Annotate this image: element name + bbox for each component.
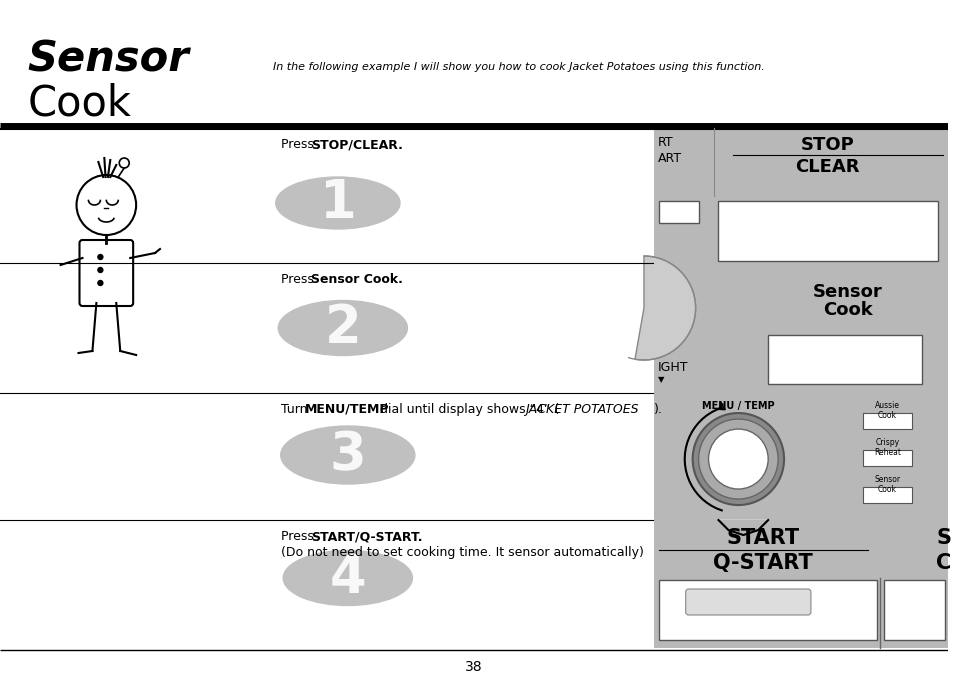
Text: C: C — [935, 553, 950, 573]
Text: START: START — [726, 528, 799, 548]
Text: Q-START: Q-START — [713, 553, 812, 573]
Bar — [718, 201, 937, 261]
Text: IGHT: IGHT — [658, 361, 688, 374]
Text: Aussie
Cook: Aussie Cook — [874, 401, 899, 420]
FancyBboxPatch shape — [685, 589, 810, 615]
Bar — [653, 520, 947, 648]
Circle shape — [98, 254, 103, 259]
Text: ).: ). — [653, 403, 662, 416]
Text: ▼: ▼ — [658, 375, 663, 384]
Circle shape — [708, 429, 767, 489]
Text: STOP/CLEAR.: STOP/CLEAR. — [311, 138, 402, 151]
Ellipse shape — [280, 426, 415, 484]
Text: ART: ART — [658, 152, 681, 165]
Bar — [659, 580, 877, 640]
Text: START/Q-START.: START/Q-START. — [311, 530, 422, 543]
Text: Turn: Turn — [281, 403, 312, 416]
Text: RT: RT — [658, 136, 673, 149]
Text: In the following example I will show you how to cook Jacket Potatoes using this : In the following example I will show you… — [273, 62, 764, 72]
Bar — [659, 201, 698, 222]
Text: MENU/TEMP: MENU/TEMP — [305, 403, 389, 416]
Text: JACKET POTATOES: JACKET POTATOES — [524, 403, 638, 416]
Text: 1: 1 — [319, 177, 355, 229]
Text: CLEAR: CLEAR — [795, 158, 860, 176]
Bar — [862, 413, 911, 429]
Text: Press: Press — [281, 273, 317, 286]
Text: 4: 4 — [329, 552, 366, 604]
Wedge shape — [635, 256, 695, 360]
Text: Press: Press — [281, 138, 317, 151]
Ellipse shape — [275, 177, 399, 229]
Bar — [767, 334, 922, 384]
Bar — [862, 487, 911, 503]
Text: STOP: STOP — [801, 136, 854, 154]
Circle shape — [692, 413, 783, 505]
Text: 3: 3 — [329, 429, 366, 481]
Text: Sensor: Sensor — [812, 283, 882, 301]
Text: Press: Press — [281, 530, 317, 543]
Polygon shape — [718, 520, 767, 535]
Bar — [653, 263, 947, 393]
Circle shape — [98, 280, 103, 286]
Text: Sensor Cook.: Sensor Cook. — [311, 273, 402, 286]
Text: Crispy
Reheat: Crispy Reheat — [873, 438, 900, 458]
Text: 2: 2 — [324, 302, 361, 354]
Text: 38: 38 — [465, 660, 482, 674]
Text: dial until display shows “4” (: dial until display shows “4” ( — [375, 403, 558, 416]
Text: Sensor
Cook: Sensor Cook — [874, 475, 900, 494]
Bar — [883, 580, 944, 640]
Bar — [653, 393, 947, 520]
Text: (Do not need to set cooking time. It sensor automatically): (Do not need to set cooking time. It sen… — [281, 546, 643, 559]
Text: S: S — [935, 528, 950, 548]
Ellipse shape — [278, 301, 407, 355]
Bar — [653, 128, 947, 263]
Text: Sensor: Sensor — [28, 38, 190, 80]
Text: Cook: Cook — [28, 82, 132, 124]
Bar — [862, 450, 911, 466]
Text: MENU / TEMP: MENU / TEMP — [701, 401, 774, 411]
Text: Cook: Cook — [821, 301, 872, 319]
Circle shape — [98, 267, 103, 273]
Ellipse shape — [283, 550, 412, 606]
Circle shape — [698, 419, 778, 499]
